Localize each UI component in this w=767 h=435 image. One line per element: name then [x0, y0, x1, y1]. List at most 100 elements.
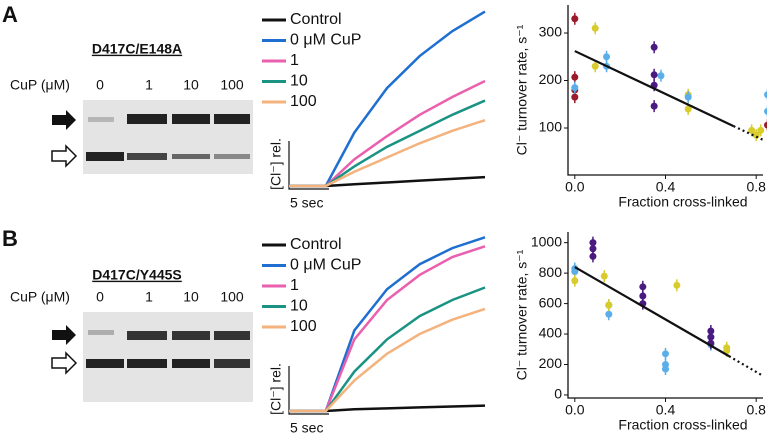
- point: [673, 281, 681, 289]
- band: [86, 152, 124, 161]
- point: [589, 252, 597, 260]
- lane-label: 1: [145, 77, 153, 93]
- legend-label: 100: [290, 318, 317, 335]
- point: [764, 107, 767, 115]
- axes: [567, 5, 763, 176]
- point: [657, 72, 665, 80]
- point: [600, 272, 608, 280]
- point: [571, 268, 579, 276]
- band: [214, 331, 250, 340]
- gel-title: D417C/E148A: [92, 41, 182, 57]
- panel-label: B: [2, 226, 18, 251]
- band: [88, 117, 114, 122]
- x-axis-label: Fraction cross-linked: [618, 194, 747, 210]
- lane-label: 100: [220, 289, 244, 305]
- point: [639, 292, 647, 300]
- gel-row-label: CuP (μM): [10, 289, 70, 305]
- band: [172, 331, 210, 340]
- band: [214, 114, 250, 124]
- point: [764, 91, 767, 99]
- lane-label: 10: [183, 77, 199, 93]
- band: [214, 359, 250, 368]
- fit-line: [574, 50, 734, 128]
- scale-label: 5 sec: [290, 195, 323, 211]
- point: [650, 71, 658, 79]
- point: [571, 15, 579, 23]
- arrow-filled: [52, 110, 76, 130]
- y-axis-label: Cl⁻ turnover rate, s⁻¹: [514, 249, 530, 380]
- panel-label: A: [2, 2, 18, 27]
- axes: [567, 232, 763, 399]
- gel-image: [83, 312, 253, 402]
- point: [571, 93, 579, 101]
- band: [86, 359, 124, 368]
- panel-a: A D417C/E148A CuP (μM): [2, 2, 253, 174]
- lane-label: 10: [183, 289, 199, 305]
- point: [589, 245, 597, 253]
- gel-image: [83, 100, 253, 174]
- point: [591, 62, 599, 70]
- scale-bar: [288, 141, 329, 190]
- gel-title: D417C/Y445S: [92, 267, 182, 283]
- y-tick-label: 0: [554, 386, 562, 402]
- y-axis-label: [Cl⁻] rel.: [268, 363, 284, 415]
- point: [571, 73, 579, 81]
- lane-label: 100: [220, 77, 244, 93]
- legend-label: 10: [290, 298, 308, 315]
- trace: [289, 79, 486, 188]
- y-tick-label: 800: [539, 264, 563, 280]
- x-tick-label: 0.4: [656, 179, 676, 195]
- band: [172, 114, 210, 124]
- band: [172, 359, 210, 368]
- point: [605, 310, 613, 318]
- point: [684, 93, 692, 101]
- band: [127, 359, 167, 368]
- lane-label: 1: [145, 289, 153, 305]
- legend-label: 0 μM CuP: [290, 32, 361, 49]
- legend-label: 0 μM CuP: [290, 257, 361, 274]
- legend-label: 10: [290, 73, 308, 90]
- point: [662, 365, 669, 373]
- band: [127, 114, 167, 124]
- y-tick-label: 200: [539, 71, 563, 87]
- band: [214, 154, 250, 159]
- arrow-filled: [52, 325, 76, 345]
- trace: [289, 175, 486, 188]
- fit-extrapolation-line: [733, 125, 764, 141]
- x-axis-label: Fraction cross-linked: [618, 417, 747, 433]
- y-tick-label: 100: [539, 119, 563, 135]
- point: [571, 84, 579, 92]
- x-tick-label: 0.8: [746, 179, 766, 195]
- band: [172, 154, 210, 159]
- point: [757, 126, 765, 134]
- point: [707, 333, 715, 341]
- y-tick-label: 400: [539, 325, 563, 341]
- lane-label: 0: [96, 289, 104, 305]
- band: [127, 331, 167, 340]
- point: [684, 105, 692, 113]
- point: [639, 283, 647, 291]
- y-tick-label: 200: [539, 355, 563, 371]
- trace: [289, 118, 486, 188]
- trace: [289, 99, 486, 188]
- band: [88, 330, 114, 335]
- y-axis-label: Cl⁻ turnover rate, s⁻¹: [514, 24, 530, 155]
- panel-b: B D417C/Y445S CuP (μM): [2, 226, 253, 402]
- legend-label: Control: [290, 11, 342, 28]
- point: [650, 102, 658, 110]
- scale-bar: [288, 366, 329, 415]
- y-axis-label: [Cl⁻] rel.: [268, 138, 284, 190]
- legend-label: Control: [290, 236, 342, 253]
- lane-label: 0: [96, 77, 104, 93]
- point: [748, 126, 756, 134]
- arrow-open: [51, 144, 78, 168]
- point: [662, 350, 669, 358]
- scale-label: 5 sec: [290, 420, 323, 435]
- band: [127, 153, 167, 160]
- x-tick-label: 0.4: [656, 402, 676, 418]
- point: [605, 301, 613, 309]
- point: [603, 53, 611, 61]
- trace: [289, 307, 486, 413]
- legend-label: 1: [290, 52, 299, 69]
